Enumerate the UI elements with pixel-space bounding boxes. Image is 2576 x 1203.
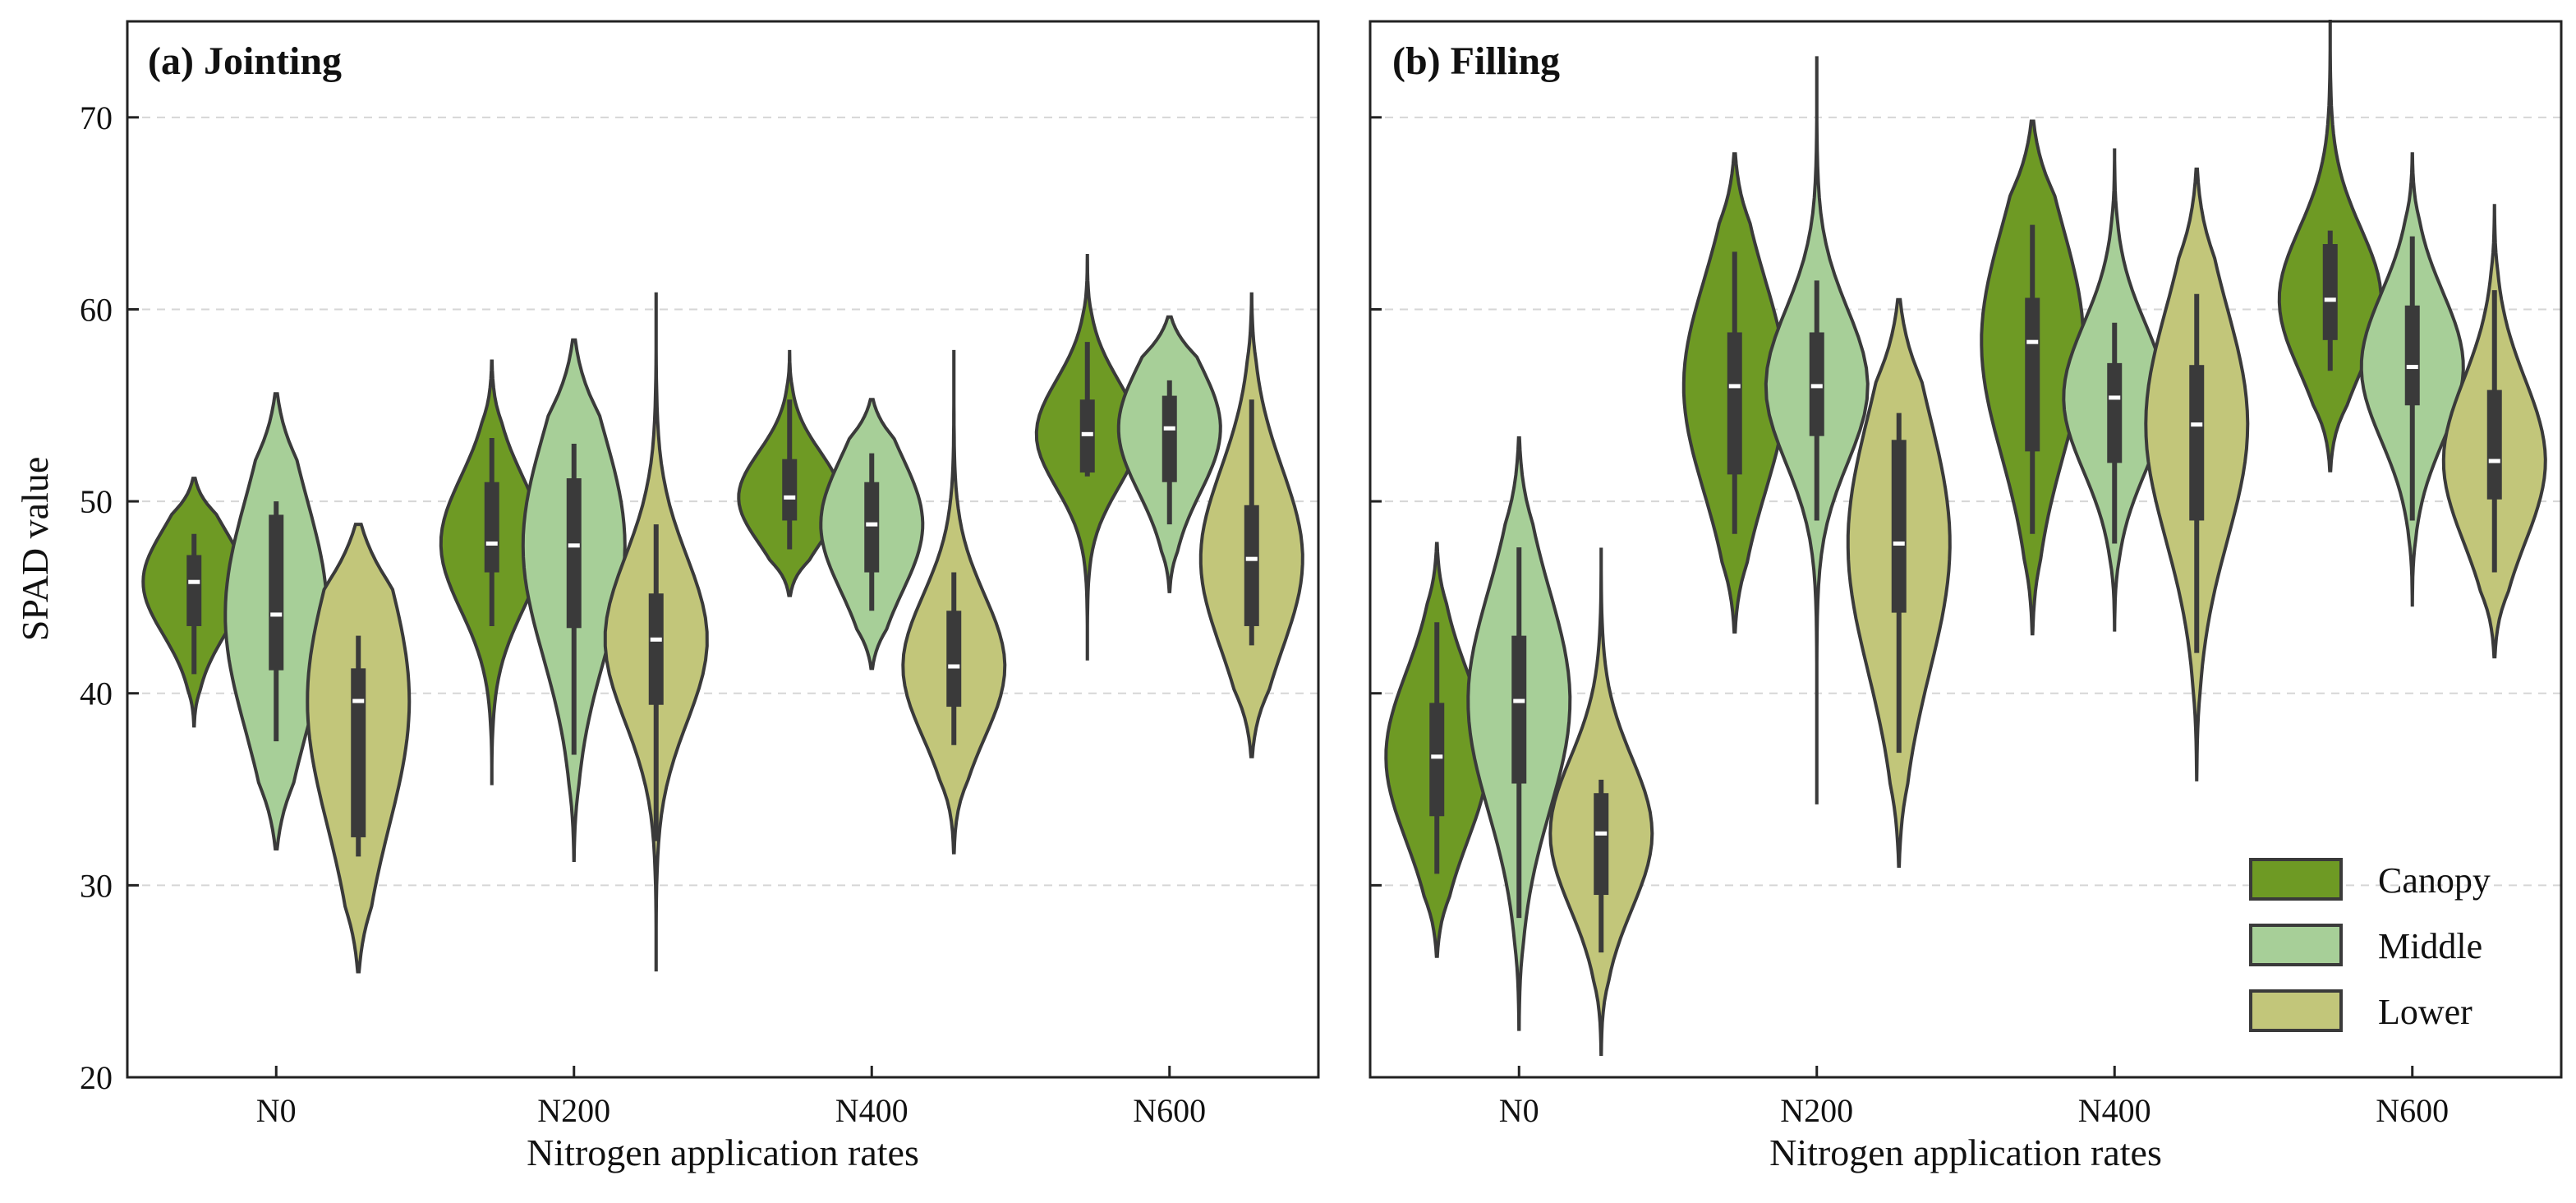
iqr-box-ajointing-canopy-n0 (186, 555, 202, 626)
median-mark-ajointing-lower-n600 (1245, 556, 1258, 561)
legend-swatch-middle (2249, 924, 2343, 966)
panel-b-violins (1384, 20, 2547, 1056)
y-axis-label: SPAD value (14, 457, 56, 642)
median-mark-ajointing-lower-n0 (352, 698, 365, 703)
y-tick-label-70: 70 (80, 99, 113, 136)
iqr-box-ajointing-lower-n0 (351, 668, 366, 837)
y-tick-label-60: 60 (80, 291, 113, 328)
iqr-box-ajointing-lower-n200 (648, 593, 664, 705)
panel-a-violins (141, 254, 1304, 974)
legend-label-canopy: Canopy (2378, 860, 2491, 901)
iqr-box-ajointing-middle-n600 (1162, 395, 1177, 482)
iqr-box-ajointing-middle-n400 (864, 482, 880, 573)
panel-b-title: (b) Filling (1392, 39, 1560, 83)
median-mark-bfilling-canopy-n600 (2324, 297, 2336, 302)
iqr-box-ajointing-lower-n400 (946, 611, 962, 708)
panel-filling: N0 N200 N400 N600 (b) Filling Nitrogen appl… (1368, 20, 2563, 1173)
iqr-box-bfilling-middle-n600 (2404, 305, 2420, 406)
median-mark-bfilling-lower-n200 (1893, 541, 1905, 546)
y-tick-label-30: 30 (80, 867, 113, 904)
median-mark-ajointing-canopy-n200 (485, 541, 498, 546)
median-mark-bfilling-middle-n200 (1810, 384, 1823, 389)
legend-swatch-canopy (2249, 858, 2343, 901)
y-tick-label-20: 20 (80, 1059, 113, 1096)
median-mark-bfilling-middle-n600 (2406, 365, 2418, 370)
median-mark-bfilling-middle-n0 (1513, 698, 1525, 703)
median-mark-ajointing-middle-n400 (866, 522, 878, 527)
iqr-box-ajointing-canopy-n200 (484, 482, 499, 573)
iqr-box-bfilling-canopy-n400 (2025, 297, 2040, 452)
panel-a-y-ticks: 20 30 40 50 60 70 (80, 99, 139, 1096)
iqr-box-bfilling-canopy-n200 (1727, 332, 1742, 475)
median-mark-ajointing-middle-n0 (270, 612, 283, 617)
iqr-box-bfilling-canopy-n0 (1429, 703, 1445, 817)
legend: Canopy Middle Lower (2249, 858, 2491, 1032)
iqr-box-bfilling-lower-n0 (1594, 793, 1609, 896)
panel-b-x-ticks: N0 N200 N400 N600 (1499, 1066, 2449, 1129)
panel-a-frame (126, 20, 1320, 1079)
x-tick-label-N200: N200 (1780, 1092, 1853, 1129)
iqr-box-bfilling-canopy-n600 (2322, 244, 2338, 340)
panel-b-x-axis-label: Nitrogen application rates (1769, 1132, 2162, 1173)
iqr-box-bfilling-middle-n0 (1511, 635, 1527, 784)
median-mark-ajointing-canopy-n400 (784, 495, 796, 500)
median-mark-ajointing-lower-n400 (948, 664, 960, 669)
median-mark-bfilling-lower-n0 (1595, 831, 1608, 836)
median-mark-bfilling-lower-n600 (2488, 459, 2500, 463)
panel-a-title: (a) Jointing (148, 39, 342, 83)
y-tick-label-40: 40 (80, 675, 113, 712)
iqr-box-bfilling-lower-n600 (2486, 389, 2502, 500)
median-mark-ajointing-middle-n600 (1163, 426, 1175, 431)
iqr-box-ajointing-canopy-n400 (782, 459, 798, 521)
median-mark-ajointing-canopy-n600 (1081, 431, 1093, 436)
median-mark-ajointing-middle-n200 (568, 543, 580, 548)
legend-swatch-lower (2249, 989, 2343, 1032)
x-tick-label-N600: N600 (1133, 1092, 1206, 1129)
panel-a-x-axis-label: Nitrogen application rates (527, 1132, 919, 1173)
x-tick-label-N400: N400 (835, 1092, 908, 1129)
legend-label-lower: Lower (2378, 992, 2472, 1032)
median-mark-bfilling-lower-n400 (2191, 422, 2203, 427)
x-tick-label-N600: N600 (2376, 1092, 2449, 1129)
median-mark-bfilling-canopy-n200 (1728, 384, 1741, 389)
iqr-box-ajointing-middle-n200 (566, 478, 582, 629)
iqr-box-bfilling-lower-n200 (1891, 440, 1907, 613)
iqr-box-ajointing-middle-n0 (269, 514, 284, 671)
median-mark-bfilling-canopy-n0 (1431, 754, 1443, 759)
panel-a-x-ticks: N0 N200 N400 N600 (256, 1066, 1206, 1129)
x-tick-label-N0: N0 (256, 1092, 297, 1129)
iqr-box-bfilling-lower-n400 (2189, 365, 2205, 521)
x-tick-label-N400: N400 (2078, 1092, 2151, 1129)
panel-b-frame (1368, 20, 2563, 1079)
iqr-box-ajointing-lower-n600 (1244, 505, 1259, 626)
x-tick-label-N200: N200 (537, 1092, 610, 1129)
panel-jointing: 20 30 40 50 60 70 N0 N200 N400 N600 (a) Jointing… (80, 20, 1320, 1173)
median-mark-bfilling-middle-n400 (2109, 395, 2121, 400)
legend-label-middle: Middle (2378, 926, 2482, 966)
median-mark-ajointing-canopy-n0 (188, 579, 200, 584)
panel-b-y-ticks (1370, 116, 1382, 1079)
y-tick-label-50: 50 (80, 483, 113, 520)
median-mark-ajointing-lower-n200 (650, 637, 662, 642)
median-mark-bfilling-canopy-n400 (2026, 339, 2039, 344)
iqr-box-bfilling-middle-n400 (2107, 362, 2123, 463)
x-tick-label-N0: N0 (1499, 1092, 1539, 1129)
